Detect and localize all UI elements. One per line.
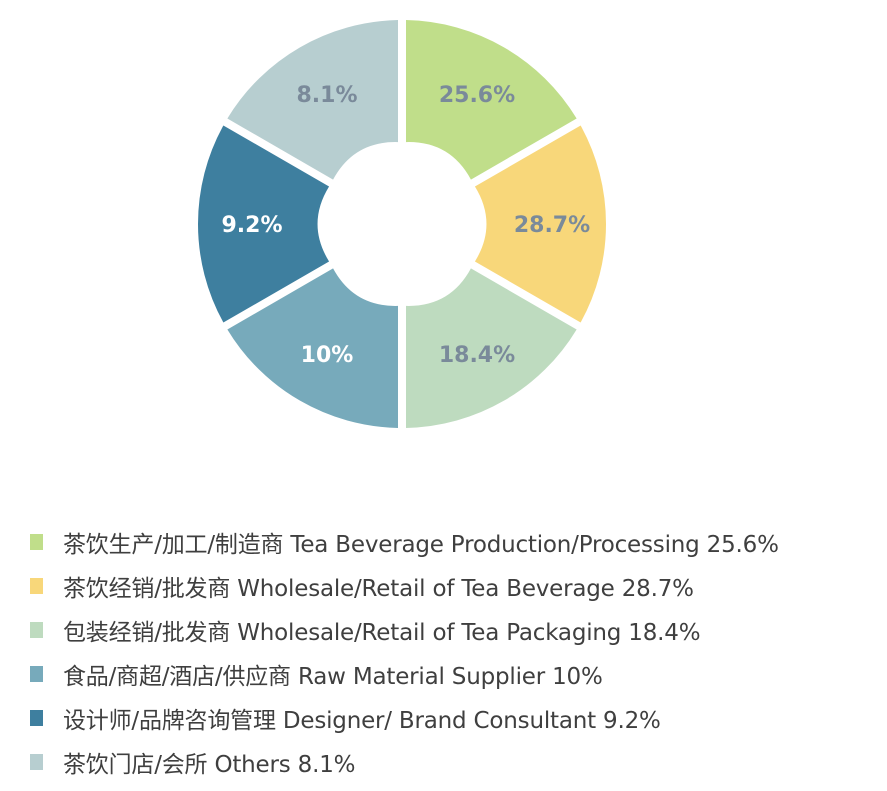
- slice-value-label: 9.2%: [221, 213, 282, 238]
- legend-swatch: [30, 754, 43, 770]
- slice-5: [198, 125, 330, 323]
- legend-label: 食品/商超/酒店/供应商 Raw Material Supplier 10%: [63, 664, 603, 690]
- legend-label: 设计师/品牌咨询管理 Designer/ Brand Consultant 9.…: [63, 708, 661, 734]
- slice-labels: 25.6% 28.7% 18.4% 10% 9.2% 8.1%: [221, 83, 590, 368]
- slice-value-label: 18.4%: [439, 343, 515, 368]
- legend-swatch: [30, 666, 43, 682]
- donut-slices: [198, 20, 607, 428]
- legend-swatch: [30, 534, 43, 550]
- slice-4: [227, 268, 399, 428]
- legend-item: 包装经销/批发商 Wholesale/Retail of Tea Packagi…: [30, 608, 779, 652]
- legend-swatch: [30, 578, 43, 594]
- legend-label: 茶饮生产/加工/制造商 Tea Beverage Production/Proc…: [63, 532, 779, 558]
- legend-swatch: [30, 622, 43, 638]
- slice-value-label: 25.6%: [439, 83, 515, 108]
- legend-item: 食品/商超/酒店/供应商 Raw Material Supplier 10%: [30, 652, 779, 696]
- legend-item: 茶饮门店/会所 Others 8.1%: [30, 740, 779, 784]
- slice-3: [405, 268, 577, 428]
- legend-label: 茶饮门店/会所 Others 8.1%: [63, 752, 356, 778]
- slice-value-label: 8.1%: [296, 83, 357, 108]
- slice-value-label: 10%: [301, 343, 354, 368]
- legend-swatch: [30, 710, 43, 726]
- slice-1: [405, 20, 577, 180]
- legend-item: 茶饮经销/批发商 Wholesale/Retail of Tea Beverag…: [30, 564, 779, 608]
- legend-label: 包装经销/批发商 Wholesale/Retail of Tea Packagi…: [63, 620, 701, 646]
- slice-2: [474, 125, 607, 323]
- legend-item: 设计师/品牌咨询管理 Designer/ Brand Consultant 9.…: [30, 696, 779, 740]
- slice-value-label: 28.7%: [514, 213, 590, 238]
- legend-label: 茶饮经销/批发商 Wholesale/Retail of Tea Beverag…: [63, 576, 694, 602]
- legend-item: 茶饮生产/加工/制造商 Tea Beverage Production/Proc…: [30, 520, 779, 564]
- legend: 茶饮生产/加工/制造商 Tea Beverage Production/Proc…: [30, 520, 779, 784]
- slice-6: [227, 20, 399, 180]
- donut-chart: 25.6% 28.7% 18.4% 10% 9.2% 8.1%: [198, 20, 607, 428]
